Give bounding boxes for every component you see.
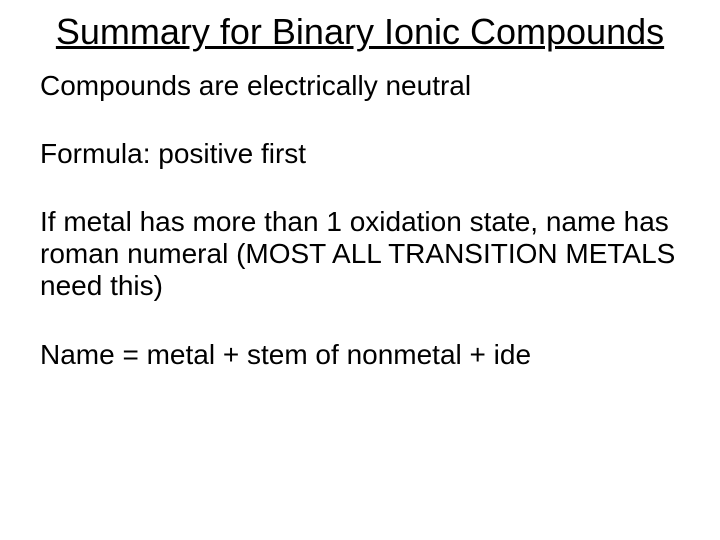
slide-title: Summary for Binary Ionic Compounds	[40, 12, 680, 52]
paragraph-2: Formula: positive first	[40, 138, 680, 170]
paragraph-4: Name = metal + stem of nonmetal + ide	[40, 339, 680, 371]
paragraph-3: If metal has more than 1 oxidation state…	[40, 206, 680, 303]
paragraph-1: Compounds are electrically neutral	[40, 70, 680, 102]
slide-container: Summary for Binary Ionic Compounds Compo…	[0, 0, 720, 540]
slide-body: Compounds are electrically neutral Formu…	[40, 70, 680, 371]
